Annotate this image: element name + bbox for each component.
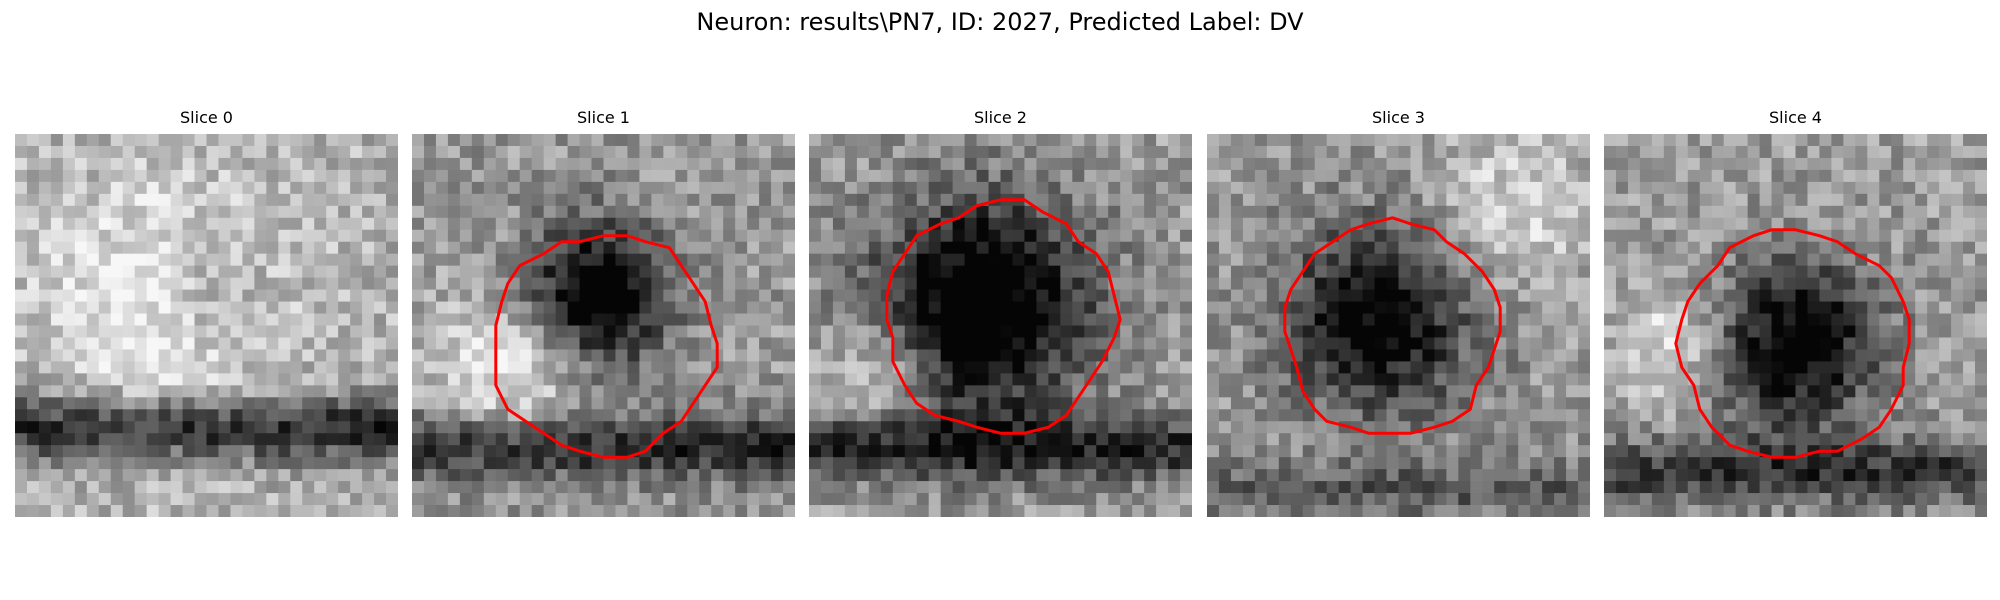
slice-image [15, 134, 398, 517]
roi-contour [885, 198, 1122, 435]
roi-contour [1283, 216, 1502, 435]
slice-panel-3: Slice 3 [1207, 108, 1590, 517]
figure-title: Neuron: results\PN7, ID: 2027, Predicted… [696, 8, 1304, 36]
slice-image [1604, 134, 1987, 517]
slice-image [809, 134, 1192, 517]
slice-title: Slice 1 [577, 108, 630, 127]
slice-panel-1: Slice 1 [412, 108, 795, 517]
slice-title: Slice 4 [1769, 108, 1822, 127]
slice-panel-4: Slice 4 [1604, 108, 1987, 517]
slice-panel-0: Slice 0 [15, 108, 398, 517]
roi-contour [1674, 228, 1911, 459]
slice-image [1207, 134, 1590, 517]
slice-title: Slice 3 [1372, 108, 1425, 127]
slice-title: Slice 2 [974, 108, 1027, 127]
roi-contour [494, 234, 719, 459]
slice-panel-2: Slice 2 [809, 108, 1192, 517]
slice-image [412, 134, 795, 517]
slice-title: Slice 0 [180, 108, 233, 127]
